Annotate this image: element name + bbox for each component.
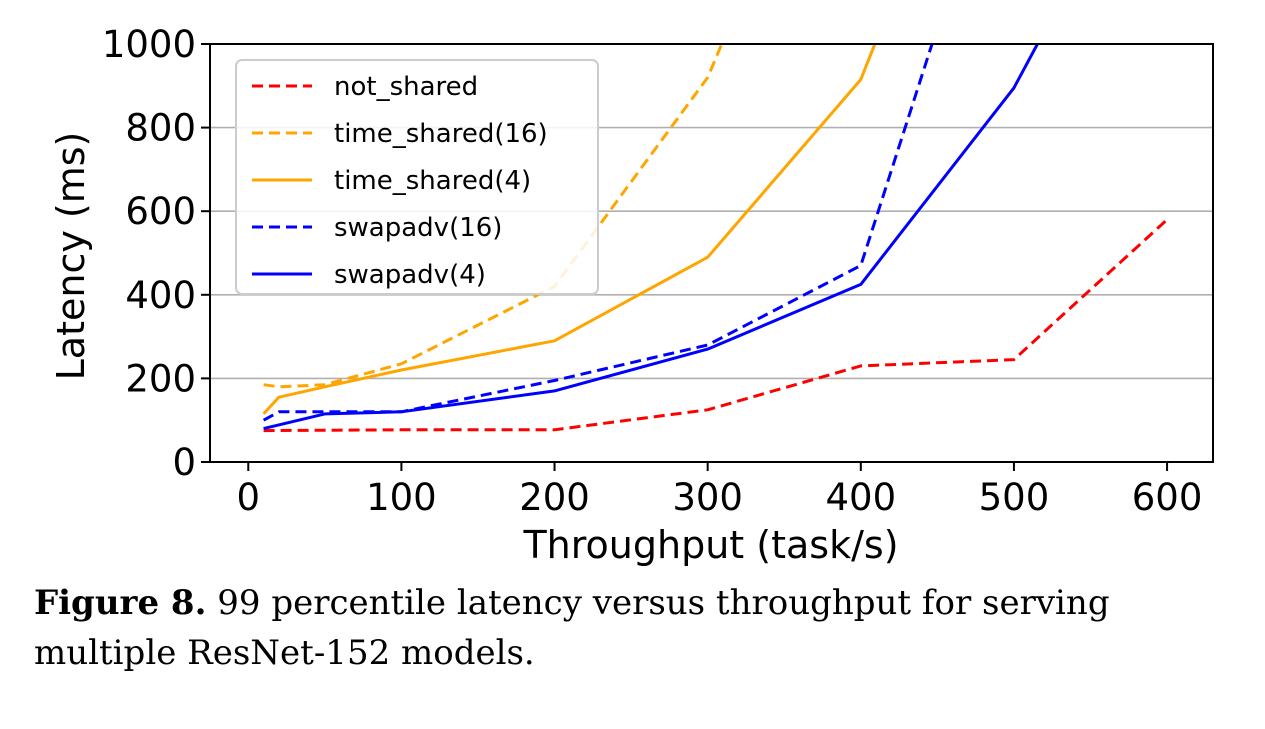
- figure-caption: Figure 8. 99 percentile latency versus t…: [34, 578, 1234, 678]
- plot-frame: [209, 43, 1214, 463]
- y-tick-label-800: 800: [125, 107, 196, 150]
- series-line-1: [263, 44, 724, 389]
- x-tick-label-200: 200: [519, 476, 590, 519]
- legend-label-0: not_shared: [334, 72, 478, 102]
- x-tick-label-400: 400: [825, 476, 896, 519]
- x-axis-label: Throughput (task/s): [522, 523, 898, 567]
- series-lines: [262, 44, 1169, 433]
- legend-label-4: swapadv(4): [334, 260, 486, 290]
- x-axis-ticks: 0 100 200 300 400 500 600: [237, 462, 1203, 519]
- x-tick-label-500: 500: [979, 476, 1050, 519]
- y-tick-label-1000: 1000: [102, 23, 196, 66]
- series-line-3: [262, 44, 934, 422]
- series-line-4: [263, 44, 1040, 431]
- x-tick-label-600: 600: [1132, 476, 1203, 519]
- y-tick-label-600: 600: [125, 190, 196, 233]
- y-axis-ticks: 0 200 400 600 800 1000: [102, 23, 210, 484]
- series-line-0: [263, 218, 1169, 433]
- x-tick-label-0: 0: [237, 476, 261, 519]
- legend-label-3: swapadv(16): [334, 213, 502, 243]
- legend: not_shared time_shared(16) time_shared(4)s…: [235, 59, 599, 295]
- y-axis-label: Latency (ms): [49, 132, 93, 381]
- caption-text: 99 percentile latency versus throughput …: [34, 583, 1110, 673]
- legend-box: [235, 59, 599, 295]
- y-tick-label-0: 0: [172, 441, 196, 484]
- x-tick-label-100: 100: [366, 476, 437, 519]
- legend-label-2: time_shared(4): [334, 166, 531, 196]
- caption-label: Figure 8.: [34, 583, 207, 623]
- x-tick-label-300: 300: [672, 476, 743, 519]
- y-tick-label-400: 400: [125, 274, 196, 317]
- y-tick-label-200: 200: [125, 357, 196, 400]
- series-line-2: [262, 44, 877, 415]
- legend-label-1: time_shared(16): [334, 119, 548, 149]
- latency-throughput-chart: 0 100 200 300 400 500 600 0 200 400 600 800 1000 Th…: [49, 23, 1214, 567]
